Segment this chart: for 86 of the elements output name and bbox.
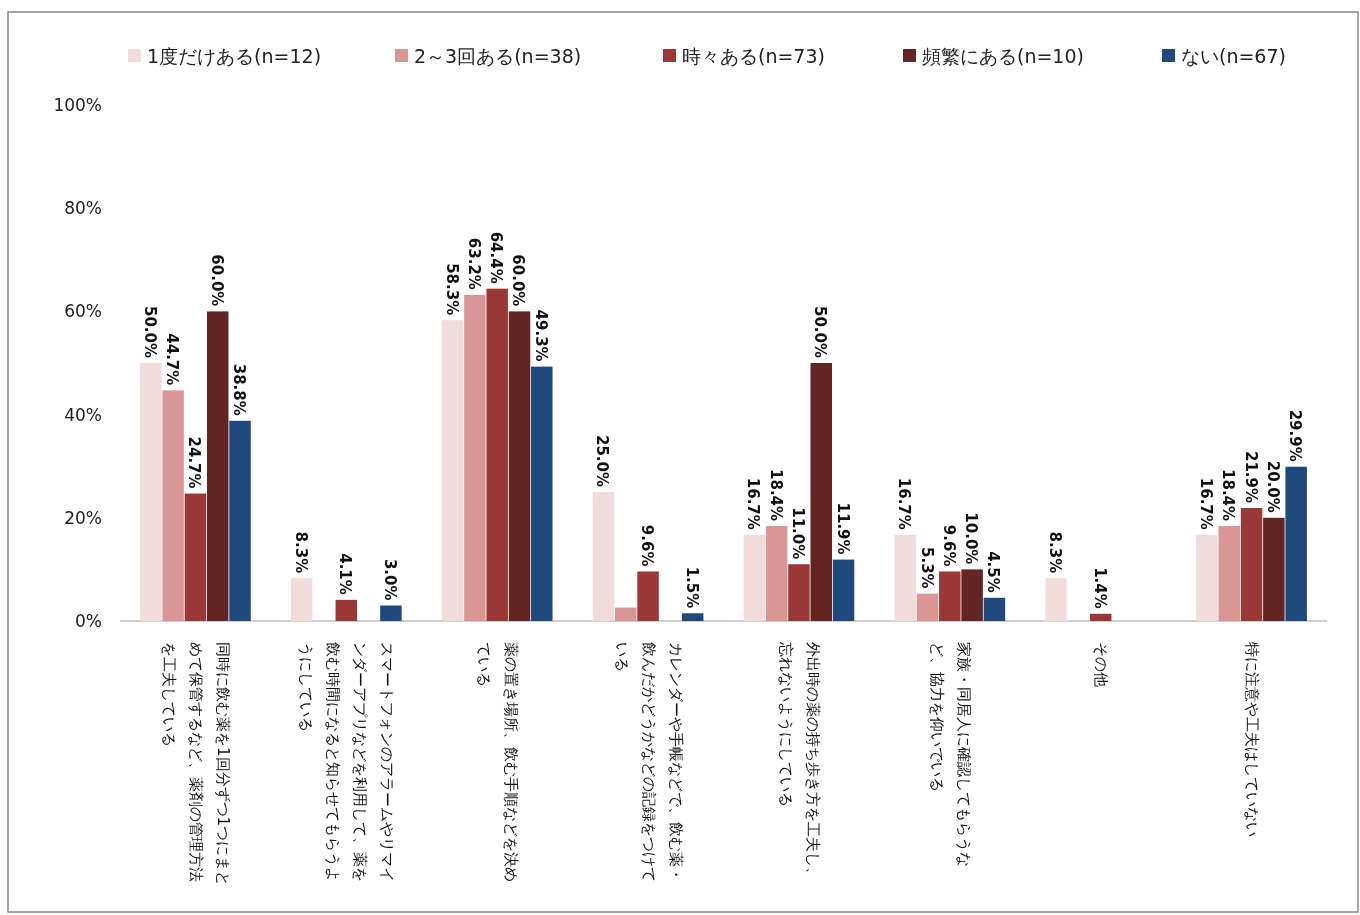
bar xyxy=(464,294,486,621)
bar xyxy=(335,599,358,621)
bar xyxy=(1285,466,1307,621)
bar xyxy=(380,605,402,621)
y-tick-label: 60% xyxy=(64,301,102,322)
x-tick-label: 同時に飲む薬を1回分ずつ1つにまとめて保管するなど、薬剤の管理方法を工夫している xyxy=(158,642,233,889)
bar xyxy=(1240,508,1263,621)
bar xyxy=(229,420,251,621)
data-label: 60.0% xyxy=(509,254,528,307)
bar xyxy=(765,526,788,621)
data-label: 18.4% xyxy=(766,469,785,522)
bar xyxy=(531,366,553,621)
bar xyxy=(184,493,207,621)
data-label: 3.0% xyxy=(380,558,399,601)
y-tick-label: 0% xyxy=(75,611,102,631)
x-tick-label: スマートフォンのアラームやリマインダーアプリなどを利用して、薬を飲む時間になると知らせてもらうようにしている xyxy=(296,642,398,884)
y-tick-label: 20% xyxy=(64,507,102,528)
data-label: 16.7% xyxy=(744,477,763,530)
bar xyxy=(637,571,659,621)
bar xyxy=(743,534,766,621)
x-tick-label: その他 xyxy=(1091,642,1112,689)
bar xyxy=(1196,534,1218,621)
data-label: 64.4% xyxy=(487,231,506,284)
legend-label: 時々ある(n=73) xyxy=(682,45,825,67)
legend-label: 2～3回ある(n=38) xyxy=(414,45,582,67)
data-label: 11.0% xyxy=(788,507,807,560)
bar xyxy=(1045,578,1067,621)
y-tick-label: 100% xyxy=(53,95,102,115)
data-label: 9.6% xyxy=(638,524,657,567)
legend-label: ない(n=67) xyxy=(1181,45,1286,67)
y-tick-label: 40% xyxy=(64,404,102,425)
data-label: 5.3% xyxy=(917,547,936,589)
bar xyxy=(681,613,704,621)
bar xyxy=(508,311,531,621)
bar xyxy=(140,363,162,621)
data-label: 50.0% xyxy=(811,305,830,358)
data-label: 24.7% xyxy=(185,436,204,489)
bar xyxy=(1263,517,1285,621)
data-label: 44.7% xyxy=(163,333,182,386)
bar xyxy=(788,564,810,621)
legend-label: 頻繁にある(n=10) xyxy=(922,45,1084,67)
data-label: 8.3% xyxy=(291,531,310,574)
data-label: 21.9% xyxy=(1241,450,1260,503)
data-label: 50.0% xyxy=(140,305,159,358)
bar xyxy=(1089,613,1112,621)
data-label: 25.0% xyxy=(593,434,612,487)
bar xyxy=(939,571,961,621)
x-tick-label: 特に注意や工夫はしていない xyxy=(1242,642,1263,839)
data-label: 16.7% xyxy=(1196,477,1215,530)
data-label: 60.0% xyxy=(207,254,226,307)
bar xyxy=(615,607,637,621)
bar xyxy=(810,363,832,621)
data-label: 63.2% xyxy=(464,237,483,290)
data-label: 1.5% xyxy=(682,566,701,609)
bar xyxy=(983,597,1006,621)
bar xyxy=(290,578,313,621)
data-label: 4.5% xyxy=(984,551,1003,593)
data-label: 18.4% xyxy=(1219,469,1238,522)
x-tick-label: 薬の置き場所、飲む手順などを決めている xyxy=(474,642,522,884)
data-label: 9.6% xyxy=(939,524,958,567)
data-label: 1.4% xyxy=(1090,567,1109,609)
legend-label: 1度だけある(n=12) xyxy=(147,45,322,67)
data-label: 16.7% xyxy=(895,477,914,530)
data-label: 58.3% xyxy=(442,263,461,316)
bar xyxy=(1218,526,1241,621)
bar xyxy=(441,320,464,621)
bar xyxy=(206,311,229,621)
data-label: 4.1% xyxy=(336,553,355,595)
bar xyxy=(162,390,184,621)
data-label: 8.3% xyxy=(1046,531,1065,574)
data-label: 10.0% xyxy=(962,512,981,565)
data-label: 20.0% xyxy=(1263,460,1282,513)
data-label: 49.3% xyxy=(531,309,550,362)
bar xyxy=(916,593,939,621)
bar xyxy=(894,534,916,621)
bar xyxy=(961,569,983,621)
bar xyxy=(592,492,615,621)
y-tick-label: 80% xyxy=(64,198,102,219)
bar xyxy=(486,288,508,621)
data-label: 38.8% xyxy=(230,363,249,416)
x-tick-label: 家族・同居人に確認してもらうなど、協力を仰いでいる xyxy=(926,642,974,869)
bar xyxy=(832,559,855,621)
data-label: 29.9% xyxy=(1286,409,1305,462)
x-tick-label: カレンダーや手帳などで、飲む薬・飲んだかどうかなどの記録をつけている xyxy=(611,642,686,884)
data-label: 11.9% xyxy=(833,502,852,555)
x-tick-label: 外出時の薬の持ち歩き方を工夫し、忘れないようにしている xyxy=(775,642,823,884)
